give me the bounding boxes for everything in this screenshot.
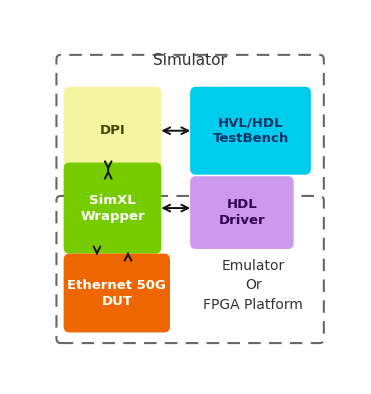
Text: Simulator: Simulator (153, 54, 227, 69)
FancyBboxPatch shape (190, 87, 311, 175)
FancyBboxPatch shape (64, 163, 161, 254)
Text: SimXL
Wrapper: SimXL Wrapper (80, 193, 145, 223)
Text: DPI: DPI (100, 124, 125, 137)
FancyBboxPatch shape (64, 87, 161, 175)
FancyBboxPatch shape (64, 254, 170, 333)
FancyBboxPatch shape (190, 176, 294, 249)
Text: HDL
Driver: HDL Driver (219, 198, 265, 227)
Text: Ethernet 50G
DUT: Ethernet 50G DUT (68, 279, 166, 308)
Text: HVL/HDL
TestBench: HVL/HDL TestBench (212, 116, 289, 145)
FancyBboxPatch shape (56, 196, 324, 343)
FancyBboxPatch shape (56, 55, 324, 199)
Text: Emulator
Or
FPGA Platform: Emulator Or FPGA Platform (203, 259, 303, 312)
